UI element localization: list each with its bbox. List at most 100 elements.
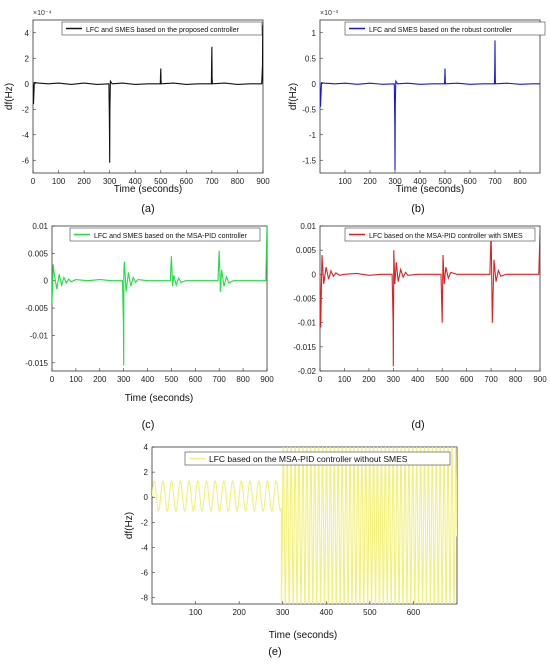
chart-panel-3: 0 100 200 300 400 500 600 700 800 9000.010.0050-0…	[25, 222, 274, 431]
y-tick-label: 0	[312, 270, 317, 279]
x-tick-label: 200	[232, 608, 246, 617]
x-tick-label: 800	[231, 177, 245, 186]
legend-label: LFC and SMES based on the MSA-PID contro…	[94, 233, 248, 240]
series-line	[320, 40, 540, 171]
x-axis-label: Time (seconds)	[396, 184, 465, 195]
x-tick-label: 800	[509, 375, 523, 384]
y-tick-label: -0.5	[302, 105, 316, 114]
chart-panel-2: 100 200 300 400 500 600 700 800 1 0.5 0 -0.5 -1 -1.5 ×…	[288, 10, 546, 215]
x-tick-label: 200	[93, 375, 107, 384]
panel-label: (c)	[142, 419, 155, 431]
legend-box	[69, 227, 261, 242]
y-tick-label: -0.02	[298, 367, 317, 376]
plot-area	[319, 225, 541, 372]
chart-panel-4: 0 100 200 300 400 500 600 700 800 9000.010.0050-0…	[293, 222, 547, 431]
y-exponent: ×10⁻³	[320, 10, 339, 17]
legend-label: LFC based on the MSA-PID controller with…	[209, 454, 408, 464]
x-tick-label: 700	[205, 177, 219, 186]
legend-box	[344, 21, 546, 36]
series-group	[320, 40, 540, 171]
y-tick-label: 0.5	[305, 54, 317, 63]
x-tick-label: 300	[388, 177, 402, 186]
x-tick-label: 800	[236, 375, 250, 384]
x-tick-label: 100	[69, 375, 83, 384]
legend-box	[184, 451, 451, 466]
series-line	[52, 226, 267, 366]
plot-area	[51, 225, 268, 372]
y-axis-label: df(Hz)	[288, 83, 299, 110]
x-tick-label: 700	[488, 177, 502, 186]
x-tick-label: 200	[362, 375, 376, 384]
series-line	[320, 230, 540, 367]
x-tick-label: 400	[413, 177, 427, 186]
y-tick-label: 2	[144, 468, 149, 477]
x-tick-label: 300	[117, 375, 131, 384]
x-tick-label: 500	[154, 177, 168, 186]
legend-label: LFC and SMES based on the robust control…	[369, 27, 513, 34]
x-tick-label: 800	[513, 177, 527, 186]
x-tick-label: 0	[318, 375, 323, 384]
y-tick-label: -0.005	[293, 295, 316, 304]
x-tick-label: 600	[189, 375, 203, 384]
y-tick-label: -4	[141, 543, 149, 552]
y-tick-label: -0.005	[25, 304, 48, 313]
x-tick-label: 200	[77, 177, 91, 186]
y-tick-label: -4	[22, 131, 30, 140]
series-group	[33, 25, 263, 163]
x-tick-label: 100	[338, 177, 352, 186]
y-tick-label: -0.015	[293, 343, 316, 352]
y-tick-label: 4	[25, 29, 30, 38]
x-tick-label: 900	[533, 375, 547, 384]
x-tick-label: 300	[276, 608, 290, 617]
x-axis-label: Time (seconds)	[114, 184, 183, 195]
x-tick-label: 100	[52, 177, 66, 186]
panel-label: (b)	[411, 203, 424, 215]
chart-panel-1: 0 100 200 300 400 500 600 700 800 900 4 2 0 -2 -4 -6 ×10…	[4, 10, 270, 215]
x-axis-label: Time (seconds)	[125, 393, 194, 404]
y-tick-label: 0	[144, 493, 149, 502]
y-tick-label: 0	[44, 277, 49, 286]
plot-area	[32, 19, 264, 174]
panels: 0 100 200 300 400 500 600 700 800 900 4 2 0 -2 -4 -6 ×10…	[4, 10, 547, 658]
series-line	[33, 25, 263, 163]
y-tick-label: -0.01	[298, 319, 317, 328]
x-tick-label: 200	[363, 177, 377, 186]
panel-label: (a)	[141, 203, 154, 215]
legend-box	[61, 21, 263, 36]
y-tick-label: -6	[22, 156, 30, 165]
legend-label: LFC and SMES based on the proposed contr…	[86, 27, 240, 34]
y-axis-label: df(Hz)	[4, 83, 15, 110]
series-group	[152, 447, 457, 604]
y-tick-label: -8	[141, 594, 149, 603]
y-tick-label: 0.01	[32, 222, 48, 231]
x-tick-label: 0	[50, 375, 55, 384]
x-tick-label: 100	[189, 608, 203, 617]
x-tick-label: 900	[256, 177, 270, 186]
x-tick-label: 500	[363, 608, 377, 617]
panel-label: (d)	[411, 419, 424, 431]
series-line	[152, 447, 457, 604]
x-tick-label: 500	[438, 177, 452, 186]
y-tick-label: -2	[141, 518, 149, 527]
y-tick-label: -6	[141, 569, 149, 578]
x-tick-label: 400	[129, 177, 143, 186]
x-tick-label: 500	[165, 375, 179, 384]
y-tick-label: -2	[22, 105, 30, 114]
y-tick-label: -0.015	[25, 359, 48, 368]
x-tick-label: 400	[320, 608, 334, 617]
x-tick-label: 400	[141, 375, 155, 384]
x-tick-label: 300	[103, 177, 117, 186]
legend-label: LFC based on the MSA-PID controller with…	[369, 233, 523, 240]
x-tick-label: 600	[463, 177, 477, 186]
y-tick-label: 0.005	[28, 249, 49, 258]
x-tick-label: 500	[436, 375, 450, 384]
x-tick-label: 900	[260, 375, 274, 384]
x-tick-label: 700	[484, 375, 498, 384]
y-tick-label: -1	[309, 131, 317, 140]
x-axis-label: Time (seconds)	[269, 630, 338, 641]
y-tick-label: 0.01	[300, 222, 316, 231]
y-exponent: ×10⁻⁴	[33, 10, 52, 17]
x-tick-label: 0	[31, 177, 36, 186]
y-axis-label: df(Hz)	[124, 512, 135, 539]
